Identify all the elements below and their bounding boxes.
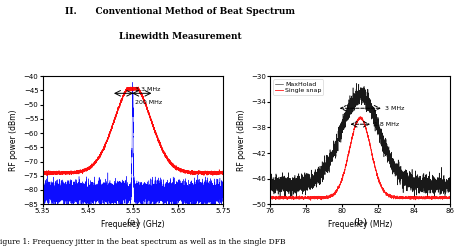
Text: (a): (a) (126, 218, 139, 227)
MaxHolad (444, 185, 450, 188)
X-axis label: Frequency (MHz): Frequency (MHz) (328, 220, 392, 229)
Single snap (425, 197, 430, 200)
MaxHolad (288, 185, 293, 188)
Text: 3.3 MHz: 3.3 MHz (135, 87, 160, 92)
Text: 200 MHz: 200 MHz (135, 100, 162, 106)
Single snap (267, 196, 273, 199)
Single snap (308, 199, 313, 202)
Single snap (337, 185, 342, 188)
Text: 1.8 MHz: 1.8 MHz (374, 122, 399, 127)
Single snap (344, 159, 350, 162)
Single snap (444, 197, 450, 200)
Single snap (299, 196, 304, 199)
MaxHolad (294, 196, 300, 199)
MaxHolad (337, 127, 342, 130)
Legend: MaxHolad, Single snap: MaxHolad, Single snap (273, 79, 323, 95)
MaxHolad (354, 82, 359, 85)
Text: 3 MHz: 3 MHz (385, 106, 405, 111)
MaxHolad (425, 183, 430, 186)
Single snap (447, 196, 453, 199)
Y-axis label: RF power (dBm): RF power (dBm) (9, 109, 18, 171)
X-axis label: Frequency (GHz): Frequency (GHz) (101, 220, 164, 229)
Text: II.      Conventional Method of Beat Spectrum: II. Conventional Method of Beat Spectrum (65, 7, 295, 16)
Line: Single snap: Single snap (270, 117, 450, 200)
Text: Linewidth Measurement: Linewidth Measurement (119, 32, 241, 41)
Text: igure 1: Frequency jitter in the beat spectrum as well as in the single DFB: igure 1: Frequency jitter in the beat sp… (0, 238, 286, 246)
Text: (b): (b) (353, 218, 367, 227)
MaxHolad (447, 184, 453, 187)
Line: MaxHolad: MaxHolad (270, 83, 450, 198)
Y-axis label: RF power (dBm): RF power (dBm) (237, 109, 246, 171)
MaxHolad (267, 180, 273, 183)
Single snap (288, 196, 293, 199)
MaxHolad (344, 110, 350, 113)
Single snap (358, 115, 364, 118)
MaxHolad (299, 172, 304, 175)
